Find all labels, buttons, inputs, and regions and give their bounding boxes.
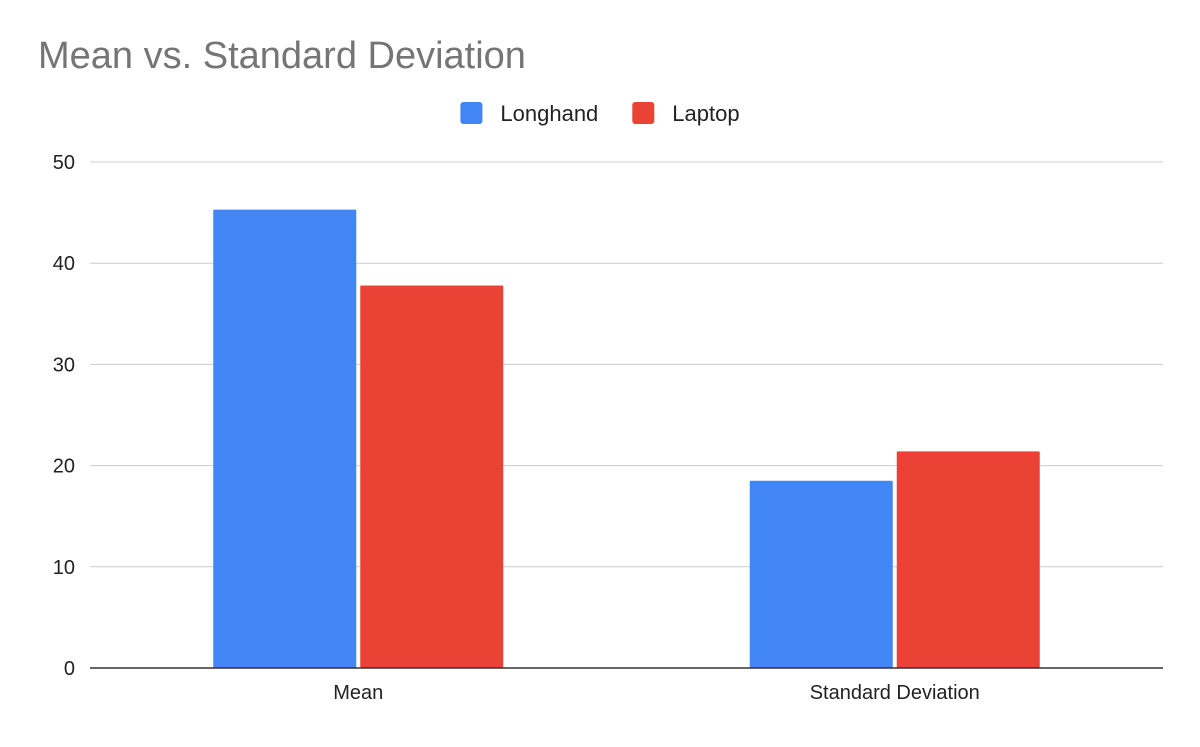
bar-longhand xyxy=(213,209,357,668)
x-tick-label: Standard Deviation xyxy=(810,682,980,704)
legend-label: Laptop xyxy=(672,101,739,126)
y-tick-label: 0 xyxy=(64,658,75,680)
bars xyxy=(213,209,1040,668)
legend-label: Longhand xyxy=(500,101,598,126)
legend-item-longhand: Longhand xyxy=(460,101,598,126)
bar-laptop xyxy=(360,285,504,668)
chart-title: Mean vs. Standard Deviation xyxy=(38,35,526,77)
x-axis: Mean Standard Deviation xyxy=(90,667,1163,704)
y-tick-label: 30 xyxy=(53,354,75,376)
bar-laptop xyxy=(896,451,1040,668)
legend-item-laptop: Laptop xyxy=(632,101,740,126)
legend-swatch xyxy=(632,102,655,124)
bar-longhand xyxy=(749,480,893,668)
y-tick-label: 20 xyxy=(53,456,75,478)
legend: Longhand Laptop xyxy=(460,101,740,126)
y-tick-label: 50 xyxy=(53,152,75,174)
y-axis: 0 10 20 30 40 50 xyxy=(53,152,75,680)
legend-swatch xyxy=(460,102,483,124)
y-tick-label: 40 xyxy=(53,253,75,275)
y-tick-label: 10 xyxy=(53,557,75,579)
x-tick-label: Mean xyxy=(333,682,383,704)
